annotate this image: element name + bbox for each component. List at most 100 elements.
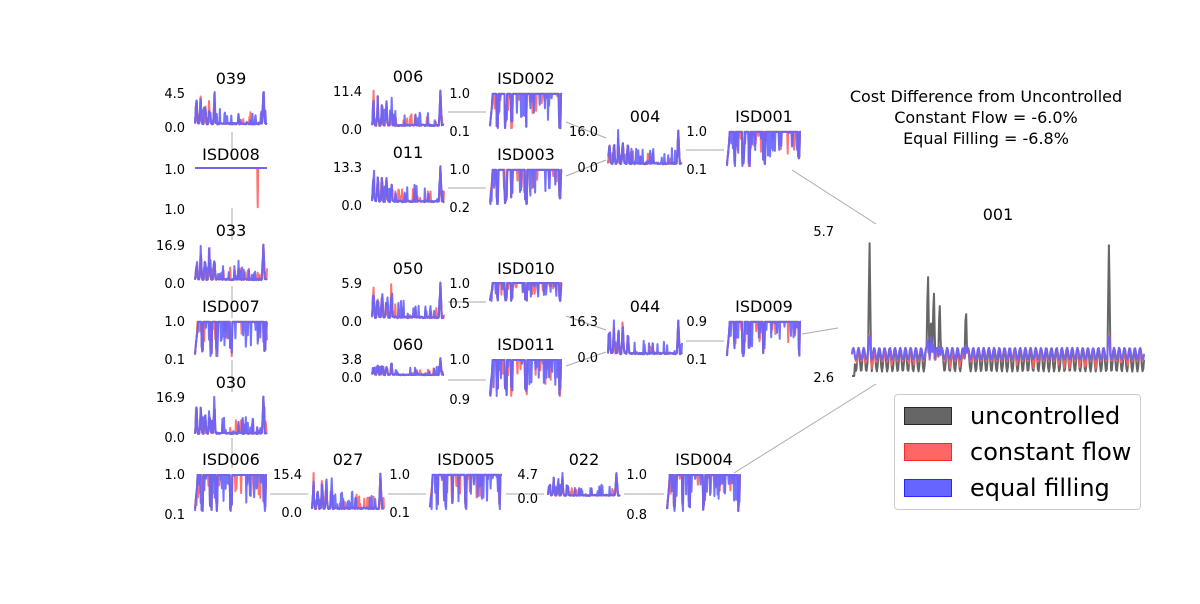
- ymin-label: 0.0: [164, 277, 185, 292]
- series-equal-filling: [607, 319, 683, 356]
- legend: uncontrolled constant flow equal filling: [894, 394, 1141, 510]
- ymax-label: 16.9: [156, 391, 185, 406]
- series-equal-filling: [547, 472, 621, 497]
- series-equal-filling: [489, 282, 563, 302]
- ymax-label: 4.5: [164, 87, 185, 102]
- panel-isd010: ISD010 1.0 0.5: [449, 259, 563, 312]
- ymax-label: 11.4: [333, 85, 362, 100]
- ymin-label: 0.0: [341, 123, 362, 138]
- ymin-label: 0.1: [389, 506, 410, 521]
- ymin-label: 0.9: [449, 393, 470, 408]
- series-equal-filling: [194, 395, 268, 435]
- panel-title: ISD007: [202, 297, 260, 316]
- panel-isd002: ISD002 1.0 0.1: [449, 69, 563, 140]
- panel-title: 060: [393, 335, 424, 354]
- legend-item-uncontrolled: uncontrolled: [904, 401, 1120, 431]
- series-equal-filling: [726, 130, 802, 168]
- ymin-label: 0.0: [577, 161, 598, 176]
- ymax-label: 16.3: [569, 315, 598, 330]
- series-equal-filling: [429, 473, 503, 511]
- panel-title: 006: [393, 67, 424, 86]
- ymin-label: 2.6: [813, 371, 834, 386]
- panel-044: 044 16.3 0.0: [569, 297, 683, 366]
- series-equal-filling: [371, 357, 445, 377]
- ymax-label: 1.0: [449, 163, 470, 178]
- panel-isd011: ISD011 1.0 0.9: [449, 335, 563, 408]
- ymax-label: 1.0: [389, 468, 410, 483]
- series-equal-filling: [194, 320, 268, 358]
- ymin-label: 0.1: [164, 353, 185, 368]
- connector-line: [801, 327, 839, 335]
- connector-line: [733, 383, 877, 474]
- panel-title: ISD005: [437, 450, 495, 469]
- ymin-label: 0.0: [164, 121, 185, 136]
- series-equal-filling: [311, 472, 385, 511]
- panel-title: ISD006: [202, 450, 260, 469]
- ymin-label: 0.0: [517, 492, 538, 507]
- ymax-label: 1.0: [164, 163, 185, 178]
- legend-swatch-constant-flow: [904, 443, 952, 461]
- panel-isd007: ISD007 1.0 0.1: [164, 297, 268, 368]
- ymin-label: 0.5: [449, 297, 470, 312]
- panel-isd005: ISD005 1.0 0.1: [389, 450, 503, 521]
- panel-isd009: ISD009 0.9 0.1: [686, 297, 802, 368]
- cost-summary: Cost Difference from Uncontrolled Consta…: [836, 86, 1136, 149]
- panel-011: 011 13.3 0.0: [333, 143, 445, 214]
- ymin-label: 0.1: [449, 125, 470, 140]
- series-equal-filling: [194, 91, 268, 126]
- ymin-label: 0.0: [341, 199, 362, 214]
- legend-item-equal-filling: equal filling: [904, 473, 1110, 503]
- ymax-label: 4.7: [517, 468, 538, 483]
- ymin-label: 0.0: [164, 431, 185, 446]
- panel-title: ISD008: [202, 145, 260, 164]
- connector-line: [565, 351, 607, 367]
- legend-label-equal-filling: equal filling: [970, 474, 1110, 502]
- ymax-label: 15.4: [273, 468, 302, 483]
- panel-title: ISD004: [675, 450, 733, 469]
- ymin-label: 0.0: [341, 315, 362, 330]
- series-equal-filling: [666, 474, 742, 512]
- panel-title: 044: [630, 297, 661, 316]
- ymin-label: 0.0: [341, 371, 362, 386]
- panel-022: 022 4.7 0.0: [517, 450, 621, 507]
- ymin-label: 1.0: [164, 203, 185, 218]
- series-equal-filling: [726, 320, 802, 358]
- ymin-label: 0.8: [626, 508, 647, 523]
- ymin-label: 0.1: [164, 508, 185, 523]
- panel-027: 027 15.4 0.0: [273, 450, 385, 521]
- panel-title: 030: [216, 373, 247, 392]
- ymax-label: 1.0: [164, 315, 185, 330]
- connector-line: [565, 121, 607, 139]
- panel-title: ISD002: [497, 69, 555, 88]
- legend-label-uncontrolled: uncontrolled: [970, 402, 1121, 430]
- ymax-label: 1.0: [449, 87, 470, 102]
- series-equal-filling: [371, 281, 445, 320]
- series-constant-flow: [194, 167, 268, 209]
- panel-isd001: ISD001 1.0 0.1: [686, 107, 802, 178]
- series-equal-filling: [489, 92, 563, 130]
- ymax-label: 1.0: [164, 468, 185, 483]
- ymax-label: 1.0: [626, 468, 647, 483]
- ymin-label: 0.1: [686, 163, 707, 178]
- ymax-label: 16.0: [569, 125, 598, 140]
- panel-title: 039: [216, 69, 247, 88]
- panel-title: ISD011: [497, 335, 555, 354]
- panel-title: ISD001: [735, 107, 793, 126]
- ymin-label: 0.2: [449, 201, 470, 216]
- series-equal-filling: [371, 89, 445, 127]
- panel-001: 001 5.7 2.6: [813, 205, 1145, 386]
- panel-isd008: ISD008 1.0 1.0: [164, 145, 268, 218]
- series-equal-filling: [194, 243, 268, 282]
- ymax-label: 5.9: [341, 277, 362, 292]
- cost-summary-constant-flow: Constant Flow = -6.0%: [894, 108, 1078, 127]
- panel-isd004: ISD004 1.0 0.8: [626, 450, 742, 523]
- panel-title: ISD009: [735, 297, 793, 316]
- ymax-label: 1.0: [686, 125, 707, 140]
- panel-title: 033: [216, 221, 247, 240]
- cost-summary-title: Cost Difference from Uncontrolled: [849, 87, 1123, 106]
- panel-isd006: ISD006 1.0 0.1: [164, 450, 268, 523]
- panel-title: ISD003: [497, 145, 555, 164]
- connector-line: [565, 159, 607, 177]
